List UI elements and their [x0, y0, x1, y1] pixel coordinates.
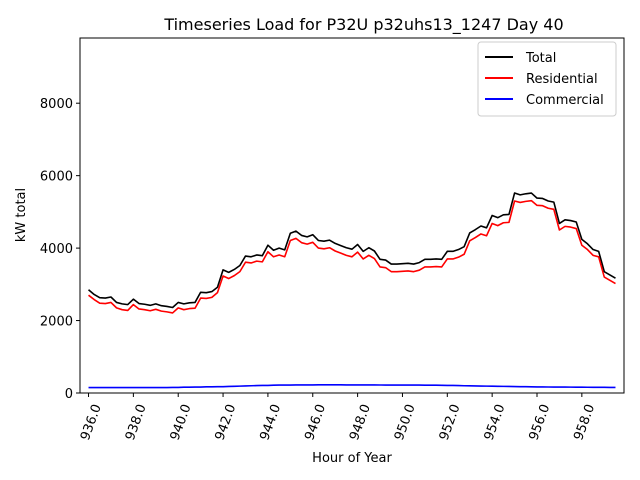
- y-axis-ticks: 0 2000 4000 6000 8000: [40, 97, 80, 402]
- y-tick-label: 4000: [40, 242, 73, 257]
- legend-label-residential: Residential: [526, 72, 598, 87]
- axes-frame: [79, 37, 625, 394]
- series-lines: [88, 192, 616, 389]
- series-line-total: [88, 192, 616, 309]
- y-tick-label: 2000: [40, 315, 73, 330]
- y-tick-label: 0: [65, 387, 73, 402]
- y-tick-label: 6000: [40, 170, 73, 185]
- legend-box: [477, 41, 617, 117]
- legend: Total Residential Commercial: [477, 41, 617, 117]
- series-line-residential: [88, 199, 616, 314]
- y-axis-label: kW total: [14, 188, 29, 242]
- plot-area: [79, 37, 625, 394]
- series-line-commercial: [88, 384, 616, 389]
- x-axis-label: Hour of Year: [312, 451, 392, 466]
- y-tick-label: 8000: [40, 97, 73, 112]
- legend-label-commercial: Commercial: [526, 93, 604, 108]
- chart-title: Timeseries Load for P32U p32uhs13_1247 D…: [163, 15, 563, 35]
- legend-label-total: Total: [525, 51, 556, 66]
